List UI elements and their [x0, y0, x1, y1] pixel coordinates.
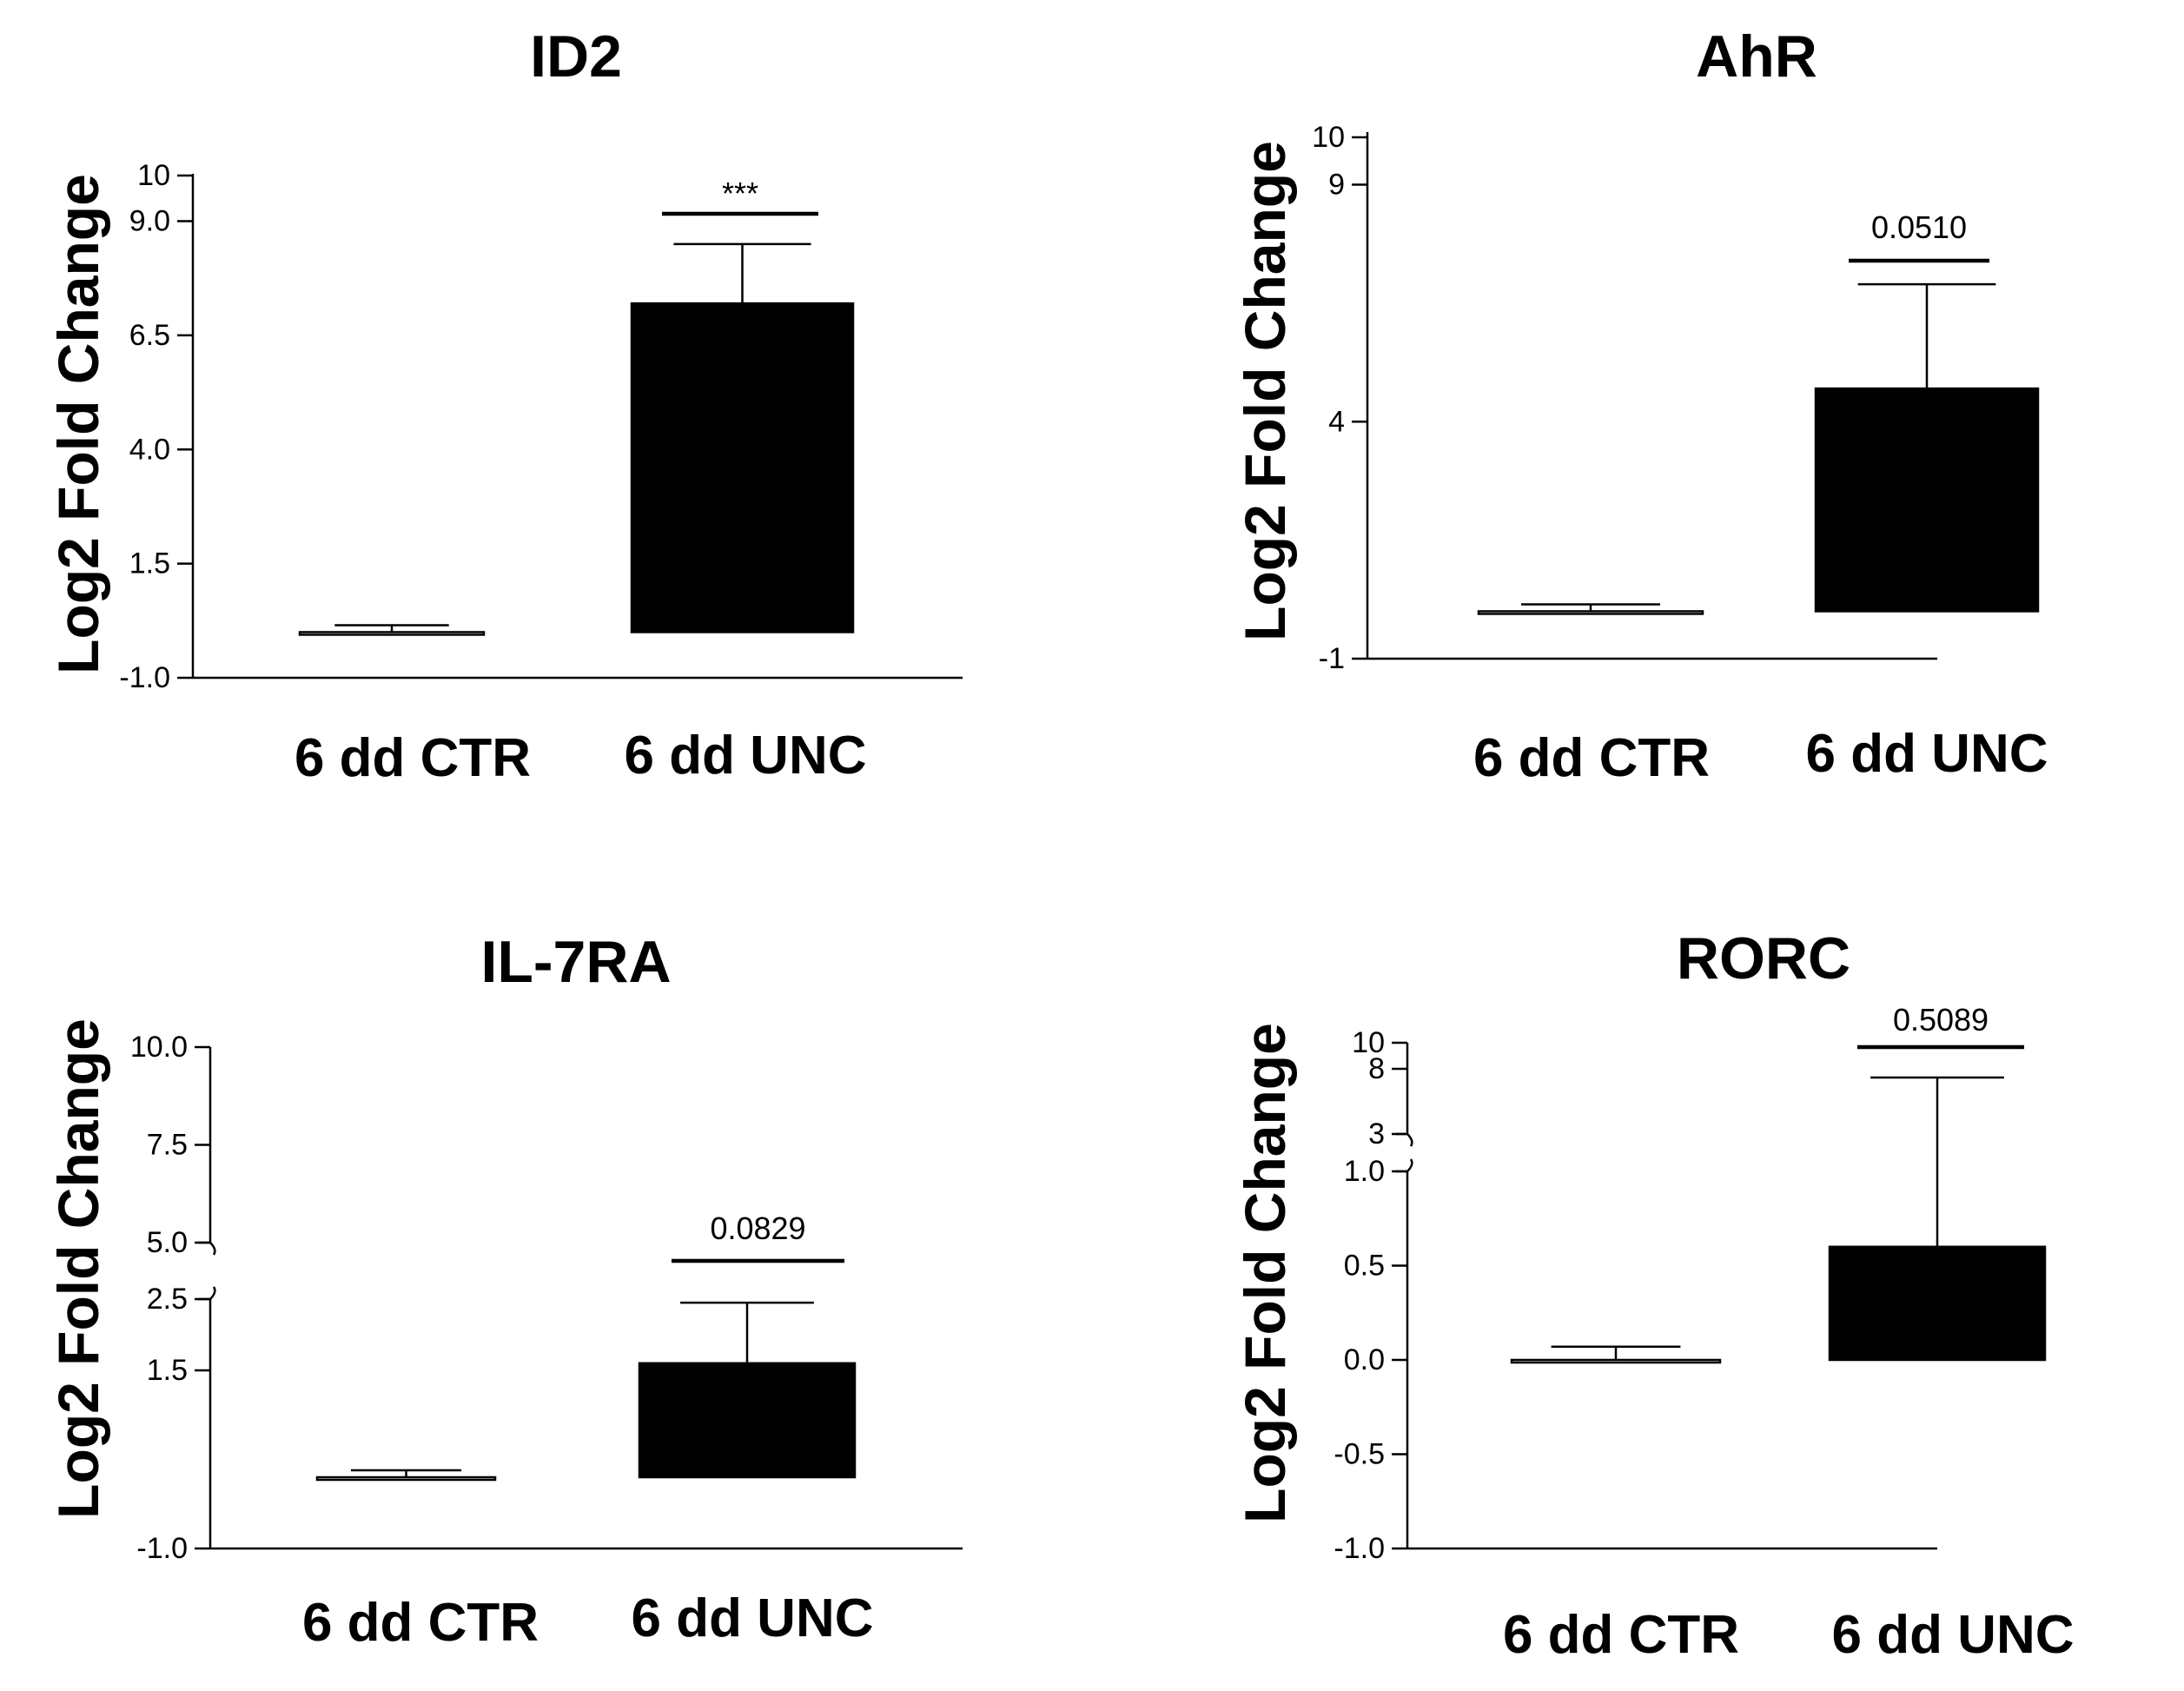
- y-tick-label: 10: [1312, 121, 1345, 154]
- y-tick-label: 1.5: [147, 1354, 188, 1387]
- y-tick-label: -0.5: [1334, 1438, 1385, 1471]
- x-category-label: 6 dd CTR: [1473, 728, 1710, 788]
- y-axis-label: Log2 Fold Change: [46, 174, 110, 674]
- significance-annotation: 0.0829: [710, 1210, 805, 1246]
- bar-unc: [1814, 387, 2040, 613]
- x-category-label: 6 dd UNC: [1806, 724, 2048, 784]
- chart-id2: ID2 Log2 Fold Change -1.0 1.5 4.0 6.5 9.0 10 6 d…: [46, 23, 963, 788]
- chart-title: ID2: [530, 23, 622, 90]
- y-tick-label: 2.5: [147, 1283, 188, 1316]
- y-tick-label: 1.5: [129, 547, 170, 580]
- y-tick-label: -1: [1319, 642, 1345, 675]
- significance-annotation: ***: [722, 176, 758, 211]
- y-tick-label: 4.0: [129, 433, 170, 466]
- bar-unc: [1828, 1245, 2047, 1362]
- y-tick-label: 10: [1352, 1026, 1385, 1059]
- x-category-label: 6 dd CTR: [1503, 1605, 1739, 1665]
- chart-rorc: RORC Log2 Fold Change -1.0 -0.5 0.0 0.5 1.0 3 81…: [1233, 925, 2074, 1665]
- bar-ctr: [1477, 610, 1704, 615]
- y-tick-label: 9.0: [129, 205, 170, 238]
- x-category-label: 6 dd CTR: [295, 728, 531, 788]
- x-category-label: 6 dd CTR: [302, 1593, 539, 1653]
- y-tick-label: 8: [1368, 1052, 1385, 1085]
- x-category-label: 6 dd UNC: [632, 1588, 874, 1648]
- y-tick-label: 6.5: [129, 319, 170, 352]
- chart-title: IL-7RA: [480, 929, 671, 995]
- bar-ctr: [315, 1475, 497, 1482]
- bar-unc: [630, 302, 855, 633]
- y-axis-label: Log2 Fold Change: [1233, 1023, 1297, 1523]
- bar-ctr: [1510, 1358, 1722, 1364]
- y-tick-label: 3: [1368, 1117, 1385, 1151]
- bar-unc: [638, 1362, 857, 1479]
- y-tick-label: -1.0: [119, 661, 170, 694]
- axis-break-mark: [1395, 1158, 1413, 1173]
- axis-break-mark: [198, 1286, 216, 1301]
- y-tick-label: 5.0: [147, 1226, 188, 1259]
- axis-break-mark: [1395, 1132, 1413, 1147]
- y-tick-label: 10: [137, 159, 170, 192]
- y-tick-label: 4: [1328, 405, 1345, 438]
- y-tick-label: 9: [1328, 169, 1345, 202]
- y-tick-label: 0.0: [1344, 1343, 1385, 1376]
- y-tick-label: 0.5: [1344, 1250, 1385, 1283]
- y-tick-label: 10.0: [130, 1031, 188, 1064]
- y-tick-label: 1.0: [1344, 1155, 1385, 1188]
- axis-break-mark: [198, 1241, 216, 1256]
- significance-annotation: 0.5089: [1893, 1002, 1989, 1038]
- y-axis-label: Log2 Fold Change: [1233, 141, 1297, 641]
- x-category-label: 6 dd UNC: [1832, 1605, 2075, 1665]
- y-tick-label: 7.5: [147, 1129, 188, 1162]
- y-tick-label: -1.0: [1334, 1532, 1385, 1565]
- bar-ctr: [298, 631, 486, 636]
- chart-il-7ra: IL-7RA Log2 Fold Change -1.0 1.5 2.5 5.0 7.5 10…: [46, 929, 963, 1653]
- chart-title: AhR: [1696, 23, 1817, 90]
- chart-title: RORC: [1677, 925, 1850, 991]
- chart-ahr: AhR Log2 Fold Change -1 4 9 10 6 dd CTR 6 dd UN…: [1233, 23, 2048, 788]
- x-category-label: 6 dd UNC: [625, 726, 867, 786]
- y-axis-label: Log2 Fold Change: [46, 1018, 110, 1519]
- significance-annotation: 0.0510: [1871, 209, 1967, 245]
- y-tick-label: -1.0: [136, 1532, 188, 1565]
